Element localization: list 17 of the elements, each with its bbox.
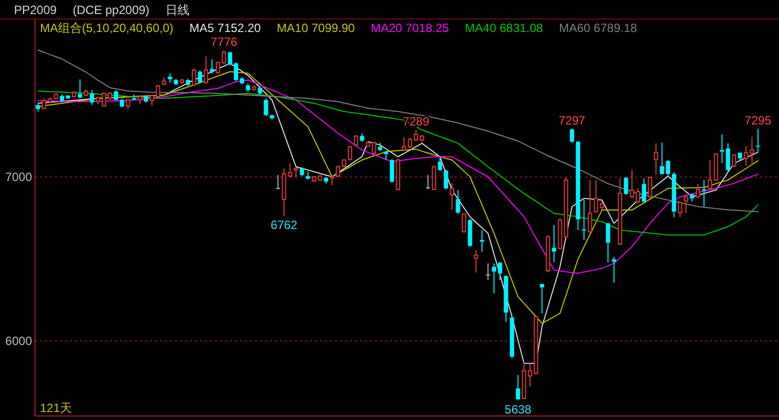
annotation: 5638 <box>504 402 532 416</box>
annotation: 121天 <box>40 401 72 415</box>
legend-title: MA组合(5,10,20,40,60,0) <box>40 21 174 35</box>
text: MA20 7018.25 <box>370 21 450 35</box>
ytick: 6000 <box>5 334 32 348</box>
annotation: 6762 <box>270 218 298 232</box>
text: MA5 7152.20 <box>189 21 262 35</box>
annotation: 7295 <box>744 114 772 128</box>
annotation: 7776 <box>210 34 238 49</box>
annotation: 7297 <box>558 113 586 128</box>
chart-subtitle: (DCE pp2009) <box>72 3 150 17</box>
text: 日线 <box>165 3 190 17</box>
ytick: 7000 <box>5 170 32 184</box>
text: MA60 6789.18 <box>558 21 638 35</box>
text: MA40 6831.08 <box>464 21 544 35</box>
chart-title: PP2009 <box>14 3 58 17</box>
text: MA10 7099.90 <box>276 21 356 35</box>
